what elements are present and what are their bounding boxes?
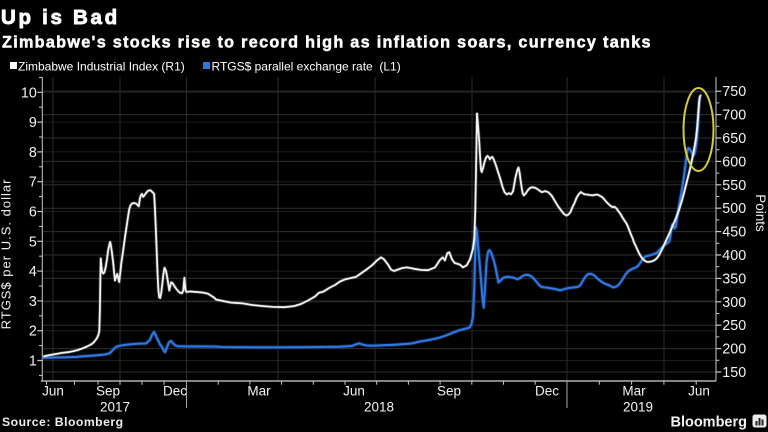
svg-text:5: 5: [29, 234, 37, 250]
svg-text:Zimbabwe's stocks rise to reco: Zimbabwe's stocks rise to record high as…: [2, 34, 652, 52]
svg-text:8: 8: [29, 145, 37, 161]
svg-text:4: 4: [29, 264, 37, 280]
svg-text:Mar: Mar: [247, 384, 271, 399]
svg-text:550: 550: [722, 178, 746, 194]
svg-text:2: 2: [29, 324, 37, 340]
svg-text:150: 150: [722, 365, 746, 381]
svg-text:450: 450: [722, 225, 746, 241]
svg-text:Sep: Sep: [437, 384, 461, 399]
svg-text:3: 3: [29, 294, 37, 310]
svg-text:Jun: Jun: [42, 384, 64, 399]
svg-text:2017: 2017: [100, 400, 130, 415]
svg-text:1: 1: [29, 354, 37, 370]
svg-text:Mar: Mar: [622, 384, 646, 399]
svg-text:250: 250: [722, 318, 746, 334]
svg-text:Sep: Sep: [96, 384, 120, 399]
svg-text:9: 9: [29, 115, 37, 131]
svg-text:600: 600: [722, 154, 746, 170]
svg-text:400: 400: [722, 248, 746, 264]
svg-text:RTGS$ per U.S. dollar: RTGS$ per U.S. dollar: [0, 179, 14, 330]
svg-text:Points: Points: [753, 194, 768, 232]
svg-text:7: 7: [29, 175, 37, 191]
svg-text:Dec: Dec: [163, 384, 187, 399]
svg-text:6: 6: [29, 205, 37, 221]
svg-text:Dec: Dec: [535, 384, 559, 399]
svg-text:10: 10: [21, 85, 37, 101]
svg-text:Zimbabwe Industrial Index (R1): Zimbabwe Industrial Index (R1): [18, 60, 185, 74]
svg-text:750: 750: [722, 84, 746, 100]
svg-text:Bloomberg: Bloomberg: [670, 415, 747, 431]
svg-text:Up is Bad: Up is Bad: [1, 6, 120, 29]
svg-text:2019: 2019: [623, 400, 653, 415]
svg-text:Source: Bloomberg: Source: Bloomberg: [2, 415, 124, 429]
svg-text:500: 500: [722, 201, 746, 217]
svg-text:200: 200: [722, 342, 746, 358]
svg-text:350: 350: [722, 271, 746, 287]
svg-text:Jun: Jun: [343, 384, 365, 399]
svg-text:RTGS$ parallel exchange rate: RTGS$ parallel exchange rate (L1): [212, 60, 401, 74]
svg-text:650: 650: [722, 131, 746, 147]
svg-text:300: 300: [722, 295, 746, 311]
svg-text:700: 700: [722, 108, 746, 124]
svg-text:Jun: Jun: [688, 384, 710, 399]
svg-text:2018: 2018: [364, 400, 394, 415]
